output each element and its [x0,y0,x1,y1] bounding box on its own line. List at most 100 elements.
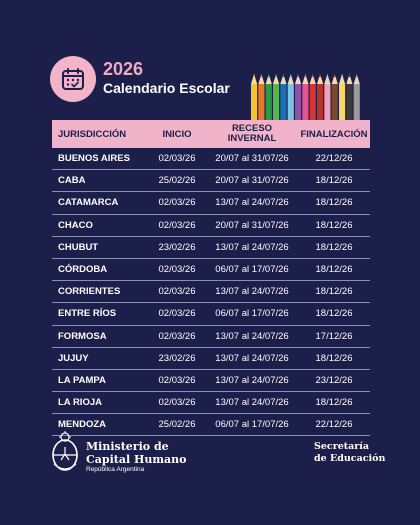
colored-pencils-icon [251,74,360,120]
cell-jurisdiccion: CÓRDOBA [58,264,108,276]
table-row: CATAMARCA 02/03/26 13/07 al 24/07/26 18/12/… [52,192,370,215]
pencil-body [258,84,265,120]
pencil-tip [273,74,280,84]
table-row: CORRIENTES 02/03/26 13/07 al 24/07/26 18/12… [52,281,370,304]
pencil-body [324,84,331,120]
pencil-body [295,84,302,120]
cell-inicio: 02/03/26 [158,153,196,165]
pencil-tip [324,74,331,84]
cell-receso: 20/07 al 31/07/26 [215,153,289,165]
pencil-tip [287,74,294,84]
pencil-lead [289,74,292,77]
cell-jurisdiccion: CORRIENTES [58,286,121,298]
pencil-tip [280,74,287,84]
pencil-tip [353,74,360,84]
table-row: CABA 25/02/26 20/07 al 31/07/26 18/12/26 [52,170,370,193]
cell-receso: 13/07 al 24/07/26 [215,286,289,298]
calendar-year: 2026 [103,59,144,79]
pencil-body [331,84,338,120]
school-calendar-table: JURISDICCIÓN INICIO RECESO INVERNAL FINA… [52,120,370,437]
cell-receso: 06/07 al 17/07/26 [215,264,289,276]
cell-jurisdiccion: BUENOS AIRES [58,153,130,165]
calendar-badge [50,56,96,102]
cell-finalizacion: 18/12/26 [315,352,353,364]
pencil-body [353,84,360,120]
table-row: LA PAMPA 02/03/26 13/07 al 24/07/26 23/12/2… [52,370,370,393]
cell-inicio: 02/03/26 [158,286,196,298]
header-receso: RECESO INVERNAL [206,124,298,144]
pencil-lead [348,74,351,77]
table-row: MENDOZA 25/02/26 06/07 al 17/07/26 22/12/26 [52,414,370,437]
pencil-lead [304,74,307,77]
table-row: JUJUY 23/02/26 13/07 al 24/07/26 18/12/26 [52,348,370,370]
secretariat-logo: Secretaría de Educación [314,441,394,465]
table-row: CHACO 02/03/26 20/07 al 31/07/26 18/12/26 [52,215,370,237]
cell-inicio: 02/03/26 [158,219,196,231]
pencil-tip [309,74,316,84]
pencil-lead [253,74,255,77]
cell-receso: 13/07 al 24/07/26 [215,397,289,409]
header-jurisdiccion: JURISDICCIÓN [58,128,127,140]
pencil-body [339,84,346,120]
pencil-body [287,84,294,120]
cell-receso: 06/07 al 17/07/26 [215,308,289,320]
cell-jurisdiccion: FORMOSA [58,330,107,342]
pencil-tip [258,74,265,84]
pencil-tip [339,74,346,84]
pencil-tip [265,74,272,84]
cell-finalizacion: 18/12/26 [315,175,353,187]
pencil-lead [341,74,343,77]
cell-jurisdiccion: CABA [58,175,86,187]
cell-finalizacion: 23/12/26 [315,374,353,386]
cell-finalizacion: 18/12/26 [315,241,353,253]
pencil-lead [275,74,277,77]
table-row: LA RIOJA 02/03/26 13/07 al 24/07/26 18/12/2… [52,392,370,415]
pencil-tip [346,74,353,84]
pencil-body [302,84,309,120]
pencil-lead [326,74,329,77]
cell-finalizacion: 17/12/26 [315,330,353,342]
pencil-body [309,84,316,120]
table-row: BUENOS AIRES 02/03/26 20/07 al 31/07/26 22/… [52,148,370,171]
pencil-lead [319,74,321,77]
table-row: FORMOSA 02/03/26 13/07 al 24/07/26 17/12/26 [52,326,370,348]
argentina-coat-of-arms-icon [52,431,78,471]
cell-receso: 13/07 al 24/07/26 [215,352,289,364]
pencil-lead [333,74,336,77]
cell-inicio: 02/03/26 [158,264,196,276]
header-receso-line2: INVERNAL [227,133,277,144]
cell-inicio: 02/03/26 [158,330,196,342]
ministry-logo: Ministerio de Capital Humano República A… [50,430,210,476]
pencil-body [346,84,353,120]
cell-inicio: 25/02/26 [158,175,196,187]
pencil-body [317,84,324,120]
cell-jurisdiccion: JUJUY [58,352,89,364]
calendar-icon [62,68,84,90]
pencil-lead [311,74,314,77]
table-header: JURISDICCIÓN INICIO RECESO INVERNAL FINA… [52,120,370,148]
table-row: CHUBUT 23/02/26 13/07 al 24/07/26 18/12/26 [52,237,370,259]
cell-receso: 13/07 al 24/07/26 [215,197,289,209]
cell-inicio: 23/02/26 [158,241,196,253]
ministry-name-line2: Capital Humano [86,453,187,466]
pencil-tip [331,74,338,84]
cell-receso: 13/07 al 24/07/26 [215,241,289,253]
header-finalizacion: FINALIZACIÓN [300,128,368,140]
cell-jurisdiccion: CHUBUT [58,241,99,253]
pencil-body [280,84,287,120]
cell-finalizacion: 18/12/26 [315,286,353,298]
pencil-tip [251,74,258,84]
cell-jurisdiccion: ENTRE RÍOS [58,308,117,320]
cell-finalizacion: 18/12/26 [315,264,353,276]
cell-finalizacion: 22/12/26 [315,419,353,431]
secretariat-line2: de Educación [314,453,386,464]
pencil-body [273,84,280,120]
cell-inicio: 02/03/26 [158,197,196,209]
cell-inicio: 02/03/26 [158,374,196,386]
cell-receso: 20/07 al 31/07/26 [215,175,289,187]
ministry-country: República Argentina [86,466,145,473]
header-receso-line1: RECESO [231,123,273,134]
pencil-body [251,84,258,120]
table-body: BUENOS AIRES 02/03/26 20/07 al 31/07/26 22/… [52,148,370,437]
cell-receso: 13/07 al 24/07/26 [215,374,289,386]
